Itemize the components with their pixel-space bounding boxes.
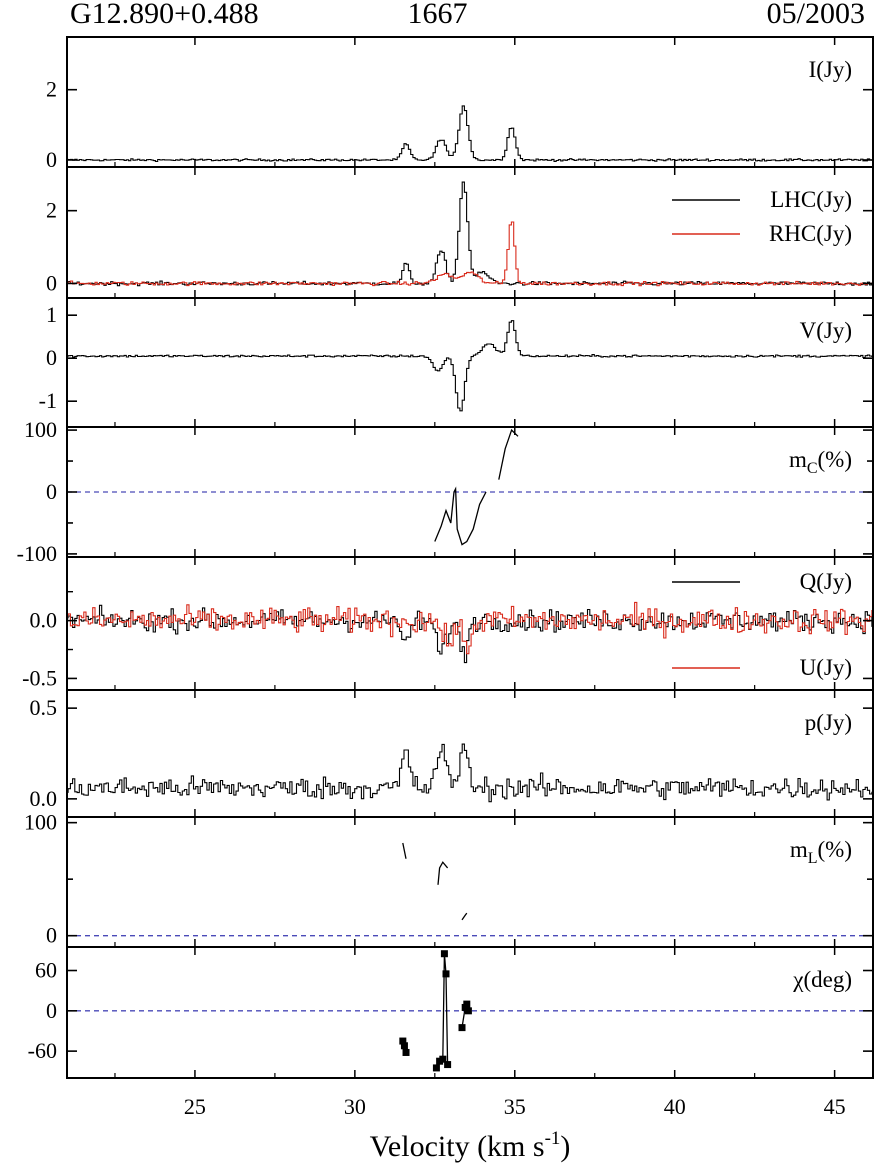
y-tick-label: 60 bbox=[35, 958, 57, 983]
series-group bbox=[67, 181, 873, 287]
data-point bbox=[442, 970, 450, 978]
data-point bbox=[439, 1055, 447, 1063]
y-tick-label: 0.0 bbox=[30, 608, 58, 633]
legend-label-1: U(Jy) bbox=[800, 655, 852, 680]
x-axis-label-superscript: -1 bbox=[545, 1128, 561, 1149]
data-point bbox=[440, 950, 448, 958]
x-tick-label: 35 bbox=[504, 1094, 526, 1119]
y-tick-label: 0 bbox=[46, 479, 57, 504]
panel-frame bbox=[66, 297, 874, 428]
series-LR-0 bbox=[67, 181, 873, 287]
series-mL-0-seg-2 bbox=[461, 912, 468, 921]
y-tick-label: 0 bbox=[46, 923, 57, 948]
x-tick-label: 40 bbox=[664, 1094, 686, 1119]
series-I-0 bbox=[67, 105, 873, 162]
panel-V: -1 0 1 V(Jy) bbox=[39, 297, 874, 428]
x-tick-label: 25 bbox=[184, 1094, 206, 1119]
label-unit: (%) bbox=[818, 837, 852, 862]
panel-label-p: p(Jy) bbox=[805, 710, 852, 735]
date-title: 05/2003 bbox=[766, 0, 865, 30]
data-point bbox=[402, 1048, 410, 1056]
series-V-0 bbox=[67, 320, 873, 412]
y-tick-label: 0.5 bbox=[30, 695, 58, 720]
y-tick-label: 0 bbox=[46, 998, 57, 1023]
y-tick-label: 2 bbox=[46, 198, 57, 223]
panel-frame bbox=[66, 689, 874, 818]
y-tick-label: -100 bbox=[17, 541, 57, 566]
panel-I: 0 2 I(Jy) bbox=[46, 36, 874, 172]
label-unit: (%) bbox=[818, 447, 852, 472]
panel-label-mC: mC(%) bbox=[789, 447, 852, 477]
y-tick-label: 100 bbox=[24, 417, 57, 442]
data-point bbox=[432, 1064, 440, 1072]
panel-QU: -0.5 0.0 Q(Jy) U(Jy) bbox=[22, 556, 874, 691]
panel-mL: 0 100 mL(%) bbox=[24, 810, 874, 948]
y-tick-label: 0 bbox=[46, 345, 57, 370]
panel-frame bbox=[66, 816, 874, 948]
panel-p: 0.0 0.5 p(Jy) bbox=[30, 689, 874, 818]
x-tick-label: 30 bbox=[344, 1094, 366, 1119]
y-tick-label: 0.0 bbox=[30, 786, 58, 811]
series-group bbox=[67, 105, 873, 162]
x-tick-label: 45 bbox=[824, 1094, 846, 1119]
panel-mC: -100 0 100 mC(%) bbox=[17, 417, 874, 566]
panel-frame bbox=[66, 556, 874, 691]
data-point bbox=[464, 1007, 472, 1015]
series-p-0 bbox=[67, 743, 873, 803]
panel-LR: 0 2 LHC(Jy) RHC(Jy) bbox=[46, 166, 874, 299]
series-QU-1 bbox=[67, 601, 873, 655]
y-tick-label: 100 bbox=[24, 810, 57, 835]
series-LR-1 bbox=[67, 221, 873, 287]
panel-label-mL: mL(%) bbox=[790, 837, 852, 867]
data-point bbox=[444, 1061, 452, 1069]
y-tick-label: 2 bbox=[46, 77, 57, 102]
series-group bbox=[434, 428, 519, 546]
data-point bbox=[400, 1042, 408, 1050]
source-title: G12.890+0.488 bbox=[70, 0, 259, 30]
series-group bbox=[402, 842, 468, 921]
panel-chi: -60 0 60 χ(deg) bbox=[28, 946, 874, 1079]
series-group bbox=[67, 743, 873, 803]
label-subscript: C bbox=[807, 460, 818, 477]
series-mL-0-seg-1 bbox=[437, 861, 449, 885]
label-subscript: L bbox=[808, 850, 818, 867]
y-tick-label: -60 bbox=[28, 1038, 57, 1063]
panel-label-V: V(Jy) bbox=[800, 318, 852, 343]
frequency-title: 1667 bbox=[407, 0, 468, 30]
y-tick-label: 0 bbox=[46, 147, 57, 172]
legend-label-0: Q(Jy) bbox=[800, 569, 852, 594]
series-group bbox=[67, 601, 873, 664]
panel-label-I: I(Jy) bbox=[809, 57, 852, 82]
y-tick-label: 1 bbox=[46, 302, 57, 327]
x-axis-label-end: ) bbox=[560, 1130, 570, 1163]
series-group bbox=[399, 950, 472, 1072]
series-mC-0-seg-1 bbox=[498, 428, 519, 480]
data-point bbox=[463, 1000, 471, 1008]
series-mL-0-seg-0 bbox=[402, 842, 407, 859]
panel-frame bbox=[66, 166, 874, 299]
series-mC-0-seg-0 bbox=[434, 486, 487, 546]
y-tick-label: -1 bbox=[39, 388, 57, 413]
data-point bbox=[458, 1024, 466, 1032]
y-tick-label: -0.5 bbox=[22, 665, 57, 690]
legend-label-0: LHC(Jy) bbox=[770, 187, 852, 212]
panel-frame bbox=[66, 36, 874, 168]
x-axis-label: Velocity (km s-1) bbox=[370, 1128, 571, 1163]
data-point bbox=[399, 1037, 407, 1045]
series-group bbox=[67, 320, 873, 412]
panel-frame bbox=[66, 946, 874, 1079]
panel-label-chi: χ(deg) bbox=[792, 967, 852, 992]
legend-label-1: RHC(Jy) bbox=[769, 221, 852, 246]
y-tick-label: 0 bbox=[46, 270, 57, 295]
